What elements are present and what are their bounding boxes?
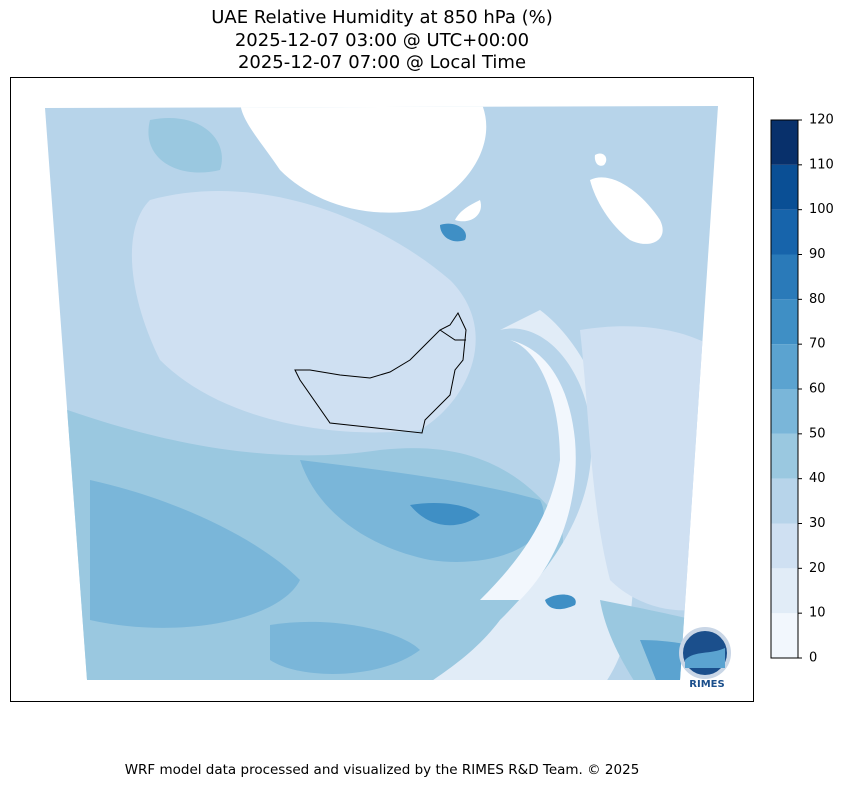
colorbar-band [771, 568, 798, 614]
colorbar-band [771, 478, 798, 524]
colorbar-band [771, 164, 798, 210]
colorbar-band [771, 344, 798, 389]
colorbar-tick-label: 0 [809, 651, 817, 666]
colorbar: 0 10 20 30 40 50 60 70 80 90 100 110 120 [770, 113, 834, 666]
colorbar-band [771, 299, 798, 345]
colorbar-tick-label: 80 [809, 292, 826, 307]
colorbar-band [771, 523, 798, 569]
logo-text: RIMES [689, 679, 724, 690]
humidity-field [45, 106, 718, 680]
colorbar-tick-label: 30 [809, 516, 826, 531]
colorbar-tick-label: 110 [809, 157, 834, 172]
colorbar-band [771, 433, 798, 479]
colorbar-tick-label: 40 [809, 471, 826, 486]
title-line: 2025-12-07 07:00 @ Local Time [238, 52, 526, 73]
colorbar-tick-label: 120 [809, 113, 834, 128]
colorbar-tick-label: 50 [809, 426, 826, 441]
colorbar-tick-label: 60 [809, 382, 826, 397]
colorbar-band [771, 120, 798, 165]
title-line: UAE Relative Humidity at 850 hPa (%) [211, 7, 552, 28]
rimes-logo: RIMES [679, 627, 731, 690]
colorbar-tick-label: 100 [809, 202, 834, 217]
title-line: 2025-12-07 03:00 @ UTC+00:00 [235, 30, 529, 51]
map-frame [10, 77, 754, 702]
colorbar-tick-label: 10 [809, 606, 826, 621]
colorbar-tick-label: 90 [809, 247, 826, 262]
colorbar-band [771, 389, 798, 434]
uae-boundary [294, 311, 467, 434]
footer: WRF model data processed and visualized … [125, 762, 640, 778]
colorbar-band [771, 613, 798, 658]
colorbar-band [771, 209, 798, 255]
colorbar-band [771, 254, 798, 300]
colorbar-tick-label: 20 [809, 561, 826, 576]
colorbar-tick-label: 70 [809, 337, 826, 352]
